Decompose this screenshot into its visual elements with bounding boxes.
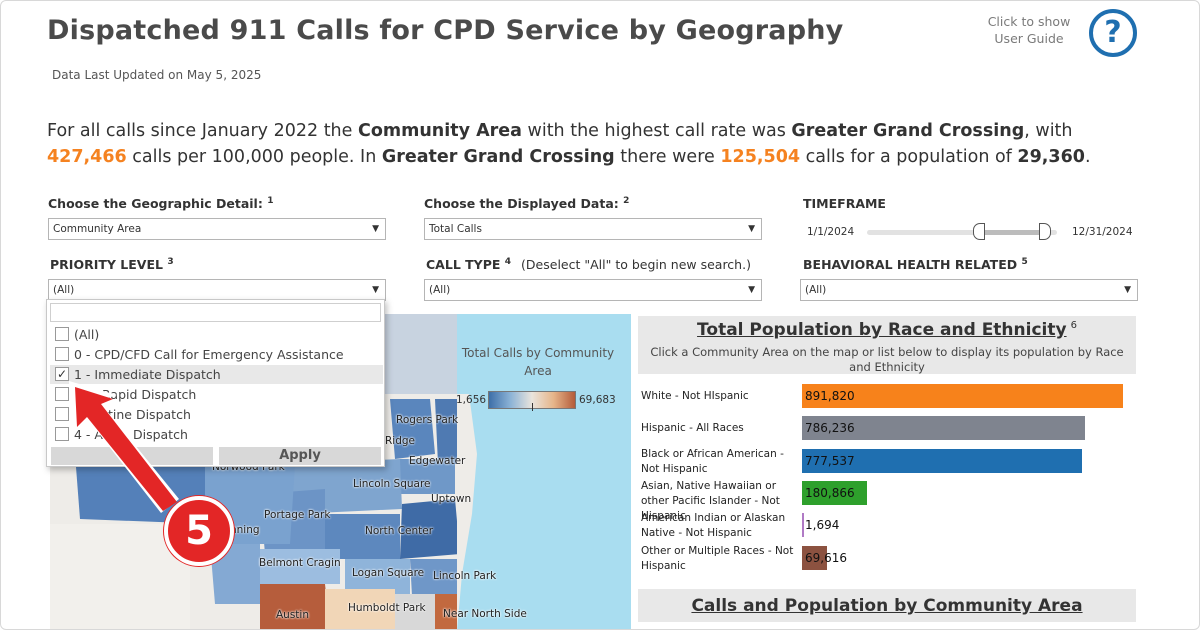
dropdown-option[interactable]: 0 - CPD/CFD Call for Emergency Assistanc… (50, 345, 383, 364)
map-label-jefferson-park: nning (230, 524, 260, 536)
legend-max: 69,683 (579, 394, 616, 406)
checkbox[interactable] (55, 347, 69, 361)
race-bar-value: 891,820 (805, 389, 855, 403)
dropdown-option[interactable]: ✓ 1 - Immediate Dispatch (50, 365, 383, 384)
timeframe-end-handle[interactable] (1039, 223, 1051, 240)
map-area (400, 459, 455, 494)
dropdown-option[interactable]: tine Dispatch (50, 405, 383, 424)
table-panel-header: Calls and Population by Community Area (638, 589, 1136, 622)
map-label-portage-park: Portage Park (264, 509, 331, 521)
race-bar[interactable] (802, 416, 1085, 440)
timeframe-slider-track[interactable] (867, 230, 1057, 235)
apply-button[interactable]: Apply (219, 447, 381, 465)
map-area (410, 559, 465, 596)
checkbox[interactable] (55, 427, 69, 441)
map-area (390, 399, 435, 459)
map-area (50, 524, 190, 629)
map-label-lincoln-square: Lincoln Square (353, 478, 431, 490)
timeframe-end: 12/31/2024 (1072, 226, 1133, 238)
legend-min: 1,656 (456, 394, 487, 406)
map-label-near-north-side: Near North Side (443, 608, 527, 620)
race-row-label: Other or Multiple Races - Not Hispanic (641, 545, 794, 572)
race-bar[interactable] (802, 384, 1123, 408)
map-area (320, 514, 400, 559)
map-label-logan-square: Logan Square (352, 567, 425, 579)
race-bar-value: 1,694 (805, 518, 840, 532)
checkmark-icon[interactable]: ✓ (55, 367, 69, 381)
checkbox[interactable] (55, 407, 69, 421)
race-bar[interactable] (802, 513, 804, 537)
map-label-north-center: North Center (365, 525, 434, 537)
map-area (395, 594, 435, 629)
map-area (260, 549, 340, 584)
race-bar-value: 180,866 (805, 486, 855, 500)
timeframe-slider-range (979, 230, 1047, 235)
map-area (325, 589, 395, 629)
map-legend-title: Total Calls by Community Area (461, 346, 615, 378)
chevron-down-icon: ▼ (372, 224, 379, 234)
map-area (210, 544, 260, 604)
map-label-edgewater: Edgewater (409, 455, 466, 467)
chevron-down-icon: ▼ (372, 285, 379, 295)
map-label-austin: Austin (276, 609, 309, 621)
race-row-label: White - Not HIspanic (641, 390, 749, 402)
chevron-down-icon: ▼ (1124, 285, 1131, 295)
chevron-down-icon: ▼ (748, 285, 755, 295)
race-panel-header: Total Population by Race and Ethnicity 6 … (638, 316, 1136, 374)
call-type-label: CALL TYPE 4 (Deselect "All" to begin new … (426, 257, 751, 273)
dropdown-search-input[interactable] (50, 303, 381, 322)
geo-detail-select[interactable]: Community Area ▼ (48, 218, 386, 240)
dropdown-option[interactable]: Rapid Dispatch (50, 385, 383, 404)
race-bar[interactable] (802, 481, 867, 505)
displayed-data-select[interactable]: Total Calls ▼ (424, 218, 762, 240)
dropdown-option[interactable]: 4 - A Dispatch (50, 425, 383, 444)
map-area (435, 399, 460, 464)
map-label-humboldt-park: Humboldt Park (348, 602, 426, 614)
behavioral-health-label: BEHAVIORAL HEALTH RELATED 5 (803, 257, 1028, 273)
checkbox[interactable] (55, 387, 69, 401)
displayed-data-label: Choose the Displayed Data: 2 (424, 196, 630, 212)
map-label-lincoln-park: Lincoln Park (433, 570, 497, 582)
dropdown-option[interactable]: (All) (50, 325, 383, 344)
step-badge: 5 (164, 496, 234, 566)
map-area (260, 584, 330, 629)
table-panel-title: Calls and Population by Community Area (691, 596, 1083, 616)
page-title: Dispatched 911 Calls for CPD Service by … (47, 15, 844, 46)
checkbox[interactable] (55, 327, 69, 341)
priority-level-label: PRIORITY LEVEL 3 (50, 257, 174, 273)
race-bar-value: 69,616 (805, 551, 847, 565)
race-bar[interactable] (802, 449, 1082, 473)
timeframe-label: TIMEFRAME (803, 196, 886, 211)
chevron-down-icon: ▼ (748, 224, 755, 234)
last-updated: Data Last Updated on May 5, 2025 (52, 68, 262, 82)
user-guide-link[interactable]: Click to show User Guide (987, 14, 1071, 46)
map-label-uptown: Uptown (431, 493, 472, 505)
priority-level-dropdown[interactable]: (All) 0 - CPD/CFD Call for Emergency Ass… (46, 299, 385, 467)
race-row-label: American Indian or Alaskan Native - Not … (641, 512, 786, 539)
race-row-label: Asian, Native Hawaiian or other Pacific … (641, 480, 780, 522)
map-label-rogers-park: Rogers Park (396, 414, 459, 426)
timeframe-start-handle[interactable] (973, 223, 985, 240)
geo-detail-label: Choose the Geographic Detail: 1 (48, 196, 274, 212)
lake-michigan (457, 314, 631, 629)
map-label-ridge: Ridge (385, 435, 416, 447)
summary-text: For all calls since January 2022 the Com… (47, 121, 1091, 167)
race-row-label: Hispanic - All Races (641, 422, 744, 434)
map-area (345, 559, 410, 594)
race-row-label: Black or African American - Not Hispanic (641, 448, 784, 475)
timeframe-start: 1/1/2024 (807, 226, 855, 238)
legend-marker (532, 403, 533, 411)
map-area (400, 499, 460, 559)
race-bar[interactable] (802, 546, 827, 570)
map-label-belmont-cragin: Belmont Cragin (259, 557, 341, 569)
help-icon[interactable]: ? (1089, 9, 1137, 57)
race-bar-value: 786,236 (805, 421, 855, 435)
race-panel-title: Total Population by Race and Ethnicity 6 (697, 320, 1077, 340)
race-panel-subtitle: Click a Community Area on the map or lis… (650, 345, 1124, 374)
behavioral-health-select[interactable]: (All) ▼ (800, 279, 1138, 301)
race-bar-value: 777,537 (805, 454, 855, 468)
call-type-select[interactable]: (All) ▼ (424, 279, 762, 301)
